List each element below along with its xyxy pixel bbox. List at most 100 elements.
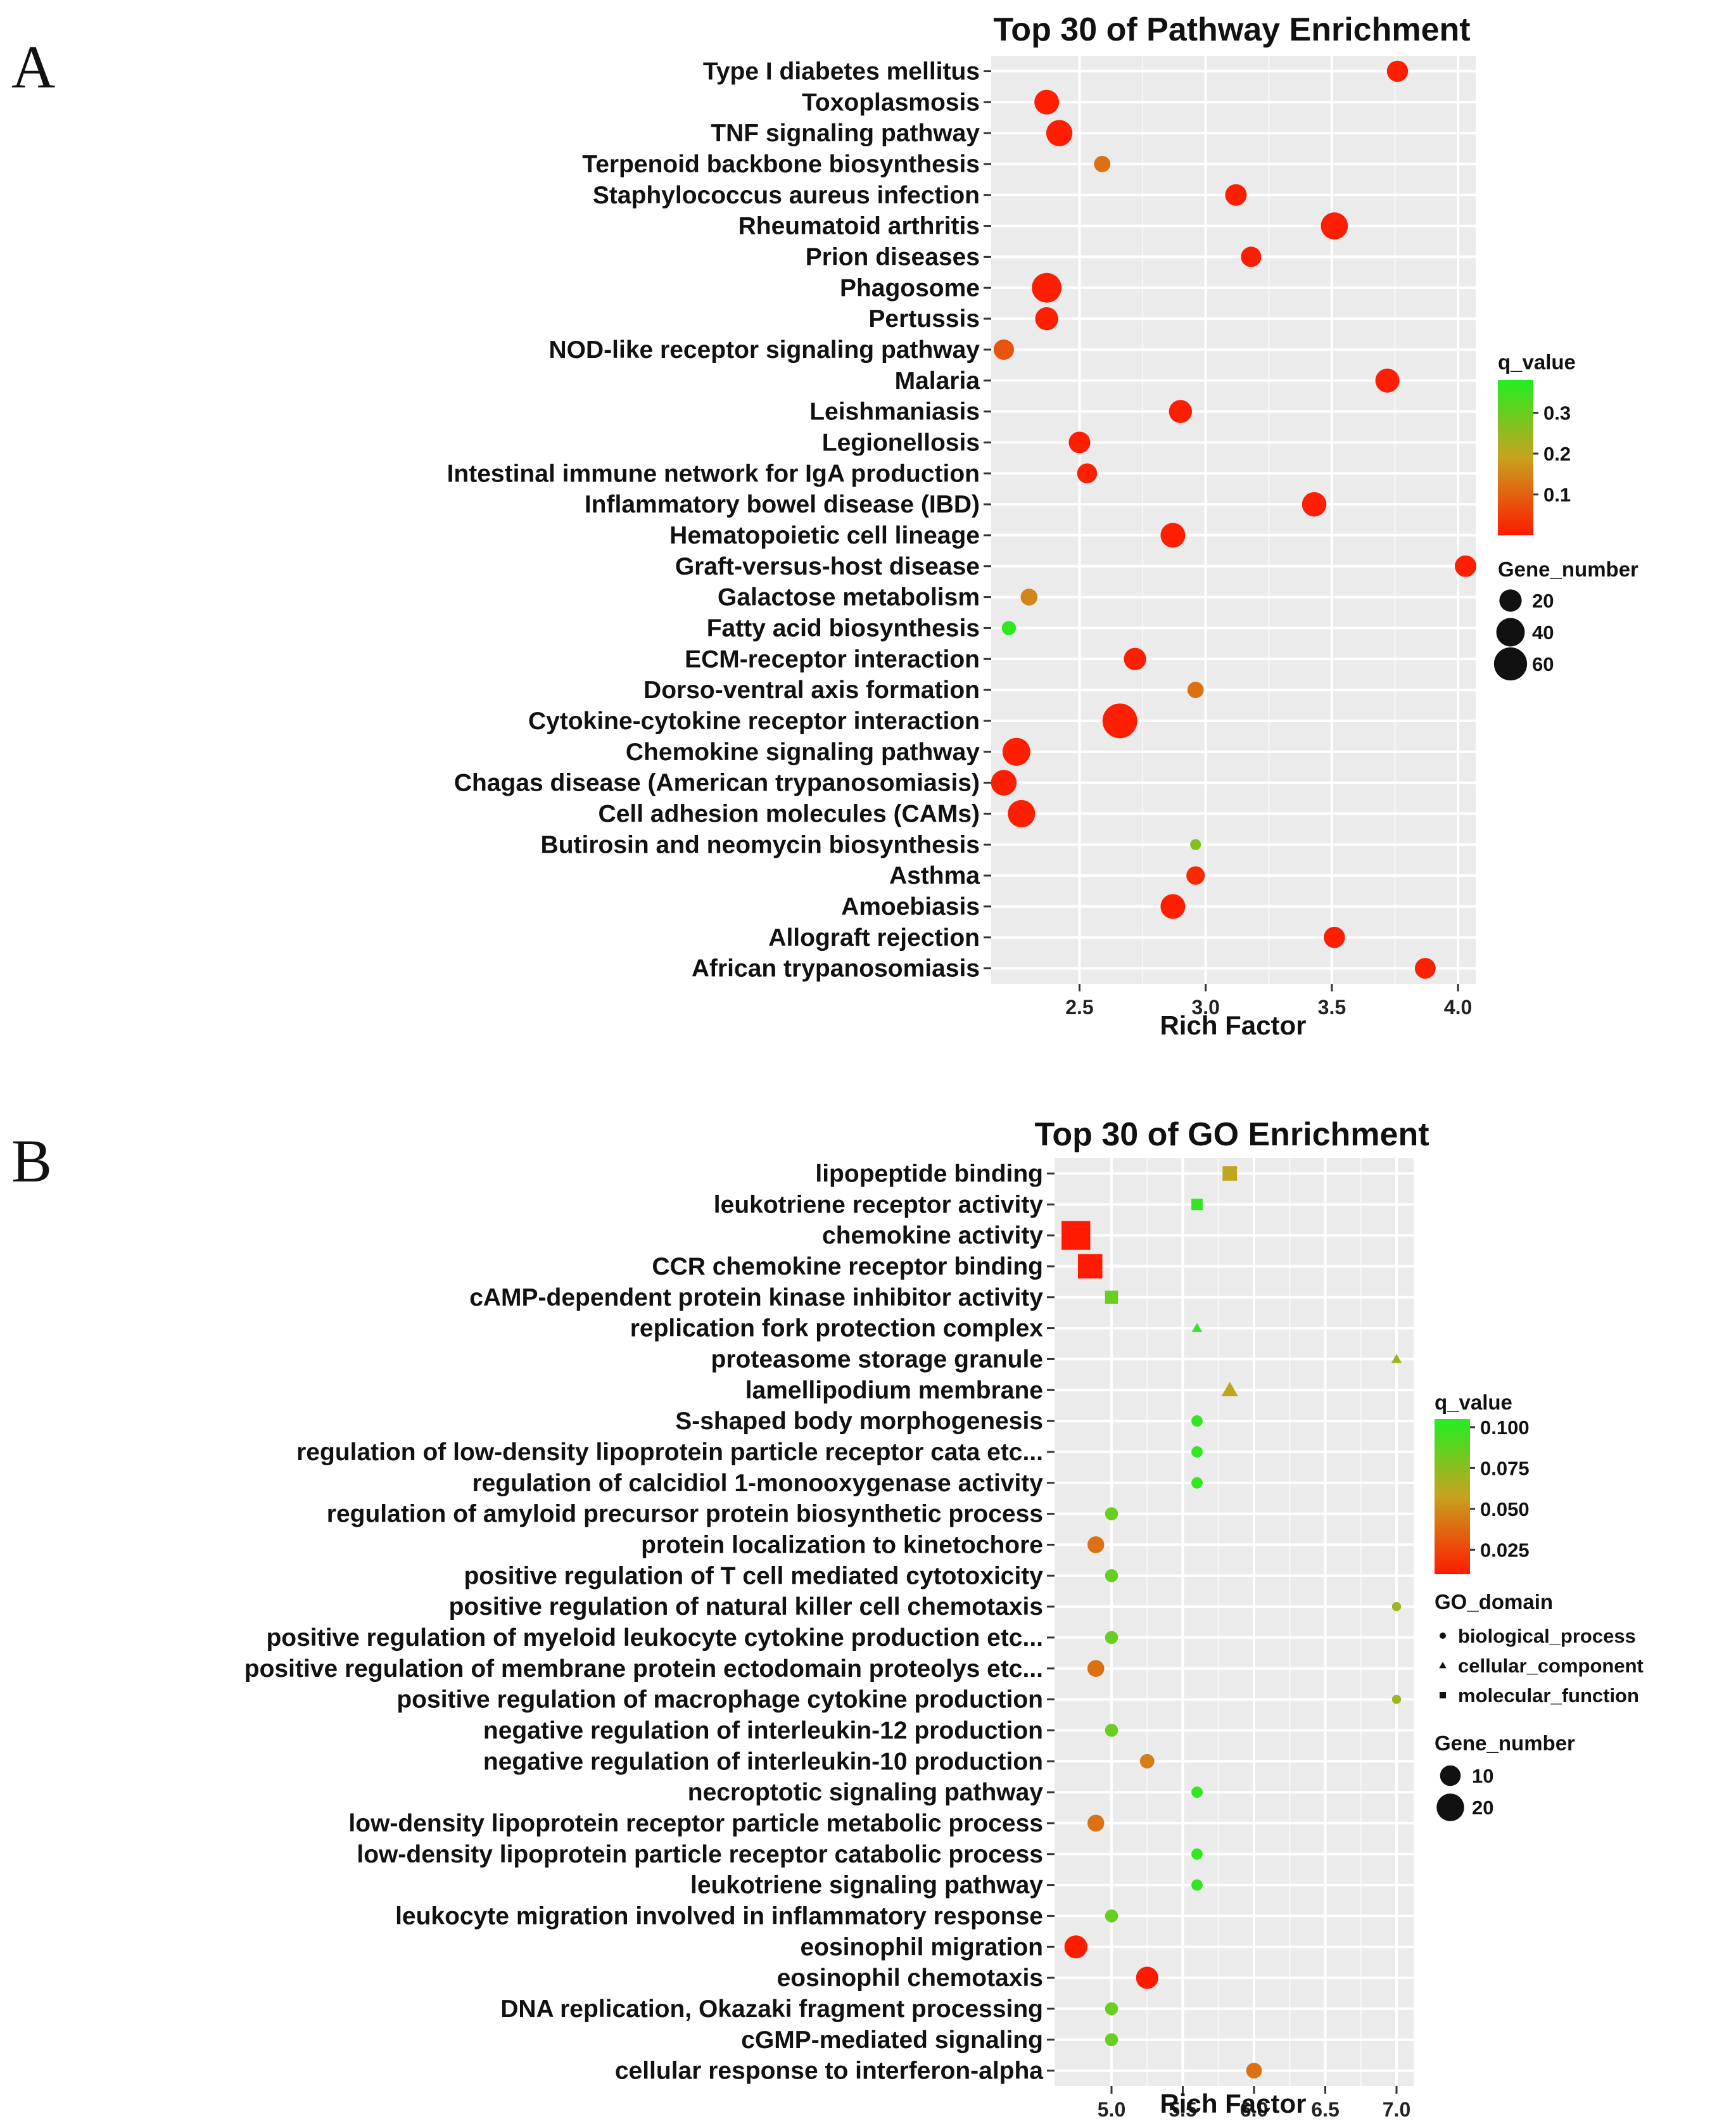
- data-point: [991, 770, 1017, 796]
- data-point: [1225, 184, 1247, 206]
- go-chart-title: Top 30 of GO Enrichment: [1034, 1116, 1429, 1153]
- data-point: [1105, 2002, 1118, 2016]
- data-point: [1386, 60, 1409, 82]
- category-label: regulation of calcidiol 1-monooxygenase …: [472, 1470, 1043, 1497]
- category-label: Leishmaniasis: [809, 398, 980, 426]
- data-point: [1191, 1199, 1203, 1211]
- pathway-grid: [991, 56, 1476, 984]
- data-point: [1124, 647, 1146, 670]
- category-label: Pertussis: [868, 305, 980, 333]
- category-label: African trypanosomiasis: [692, 955, 980, 983]
- data-point: [1105, 1909, 1118, 1923]
- data-point: [1008, 799, 1036, 828]
- x-tick-label: 3.0: [1191, 996, 1219, 1019]
- category-label: cellular response to interferon-alpha: [615, 2058, 1043, 2085]
- category-label: eosinophil migration: [800, 1933, 1043, 1961]
- size-key-label: 10: [1472, 1765, 1493, 1787]
- category-label: NOD-like receptor signaling pathway: [549, 336, 980, 364]
- colorbar-tick-label: 0.050: [1480, 1498, 1530, 1520]
- size-key-symbol: [1436, 1793, 1464, 1821]
- category-label: ECM-receptor interaction: [685, 646, 980, 673]
- category-label: necroptotic signaling pathway: [688, 1779, 1044, 1806]
- data-point: [1246, 2063, 1262, 2078]
- data-point: [1068, 431, 1091, 454]
- colorbar-tick-label: 0.075: [1480, 1457, 1530, 1479]
- x-tick-label: 6.0: [1240, 2098, 1268, 2121]
- category-label: protein localization to kinetochore: [641, 1531, 1043, 1558]
- category-label: S-shaped body morphogenesis: [675, 1408, 1043, 1435]
- go-domain-key-label: cellular_component: [1458, 1655, 1644, 1677]
- pathway-category-labels: Type I diabetes mellitus Toxoplasmosis TNF…: [447, 58, 991, 983]
- size-key-label: 20: [1472, 1797, 1493, 1819]
- data-point: [1190, 839, 1201, 850]
- category-label: regulation of low-density lipoprotein pa…: [296, 1439, 1043, 1466]
- data-point: [1160, 894, 1186, 919]
- category-label: positive regulation of T cell mediated c…: [464, 1562, 1043, 1589]
- size-key-symbol: [1493, 647, 1528, 681]
- category-label: eosinophil chemotaxis: [777, 1964, 1043, 1992]
- go-grid: [1055, 1158, 1414, 2086]
- category-label: Phagosome: [840, 274, 980, 302]
- data-point: [1087, 1660, 1105, 1677]
- data-point: [993, 339, 1014, 360]
- panel-label-b: B: [11, 1127, 52, 1195]
- data-point: [1391, 1354, 1402, 1363]
- data-point: [1087, 1536, 1105, 1553]
- pathway-gene-number-legend: Gene_number 20 40 60: [1493, 557, 1638, 681]
- x-tick-label: 7.0: [1383, 2098, 1410, 2121]
- category-label: negative regulation of interleukin-10 pr…: [483, 1748, 1043, 1775]
- category-label: DNA replication, Okazaki fragment proces…: [500, 1996, 1043, 2023]
- data-point: [1094, 156, 1111, 172]
- category-label: Allograft rejection: [768, 924, 980, 952]
- data-point: [1105, 1290, 1118, 1304]
- pathway-enrichment-chart: A Top 30 of Pathway Enrichment Type I di…: [11, 11, 1638, 1040]
- go-qvalue-colorbar: [1435, 1419, 1470, 1574]
- go-domain-legend-title: GO_domain: [1435, 1590, 1553, 1614]
- category-label: positive regulation of myeloid leukocyte…: [266, 1624, 1043, 1652]
- data-point: [1105, 1569, 1118, 1582]
- x-tick-label: 3.5: [1318, 996, 1346, 1019]
- category-label: Hematopoietic cell lineage: [669, 522, 980, 549]
- x-tick-label: 2.5: [1065, 996, 1093, 1019]
- colorbar-tick-label: 0.1: [1543, 484, 1571, 506]
- data-point: [1064, 1935, 1087, 1959]
- category-label: Intestinal immune network for IgA produc…: [447, 460, 980, 487]
- x-tick-label: 5.0: [1098, 2098, 1125, 2121]
- size-key-label: 20: [1532, 590, 1554, 612]
- category-label: Fatty acid biosynthesis: [707, 614, 980, 642]
- data-point: [1102, 703, 1137, 739]
- size-key-label: 40: [1532, 621, 1554, 644]
- category-label: Cell adhesion molecules (CAMs): [599, 800, 980, 827]
- data-point: [1139, 1754, 1155, 1769]
- pathway-x-ticks: 2.5 3.0 3.5 4.0: [1065, 984, 1472, 1019]
- data-point: [1455, 555, 1477, 577]
- category-label: leukotriene signaling pathway: [690, 1872, 1043, 1899]
- category-label: Galactose metabolism: [718, 584, 980, 611]
- go-enrichment-chart: B Top 30 of GO Enrichment lipopeptide bi…: [11, 1116, 1644, 2121]
- go-x-ticks: 5.0 5.5 6.0 6.5 7.0: [1098, 2086, 1410, 2121]
- go-domain-keys: biological_process cellular_componentmole…: [1439, 1625, 1644, 1707]
- category-label: lamellipodium membrane: [745, 1377, 1043, 1404]
- data-point: [1241, 246, 1262, 267]
- category-label: Terpenoid backbone biosynthesis: [582, 151, 980, 178]
- data-point: [1136, 1966, 1158, 1989]
- data-point: [1046, 120, 1073, 146]
- category-label: Malaria: [895, 367, 980, 395]
- go-plot-area: [1055, 1158, 1414, 2086]
- size-key-symbol: [1440, 1765, 1461, 1786]
- go-qvalue-ticks: 0.100 0.075 0.050 0.025: [1470, 1416, 1530, 1561]
- size-key-symbol: [1499, 589, 1522, 612]
- data-point: [1034, 89, 1060, 115]
- category-label: Staphylococcus aureus infection: [593, 182, 980, 209]
- category-label: replication fork protection complex: [630, 1315, 1044, 1342]
- data-point: [1169, 400, 1193, 423]
- go-gene-number-legend: Gene_number 10 20: [1435, 1731, 1575, 1821]
- data-point: [1105, 1724, 1118, 1737]
- category-label: Inflammatory bowel disease (IBD): [585, 491, 980, 518]
- data-point: [1105, 1507, 1118, 1520]
- data-point: [1191, 1848, 1203, 1860]
- go-gene-number-legend-title: Gene_number: [1435, 1731, 1575, 1755]
- category-label: cAMP-dependent protein kinase inhibitor …: [469, 1284, 1043, 1311]
- data-point: [1105, 2033, 1118, 2047]
